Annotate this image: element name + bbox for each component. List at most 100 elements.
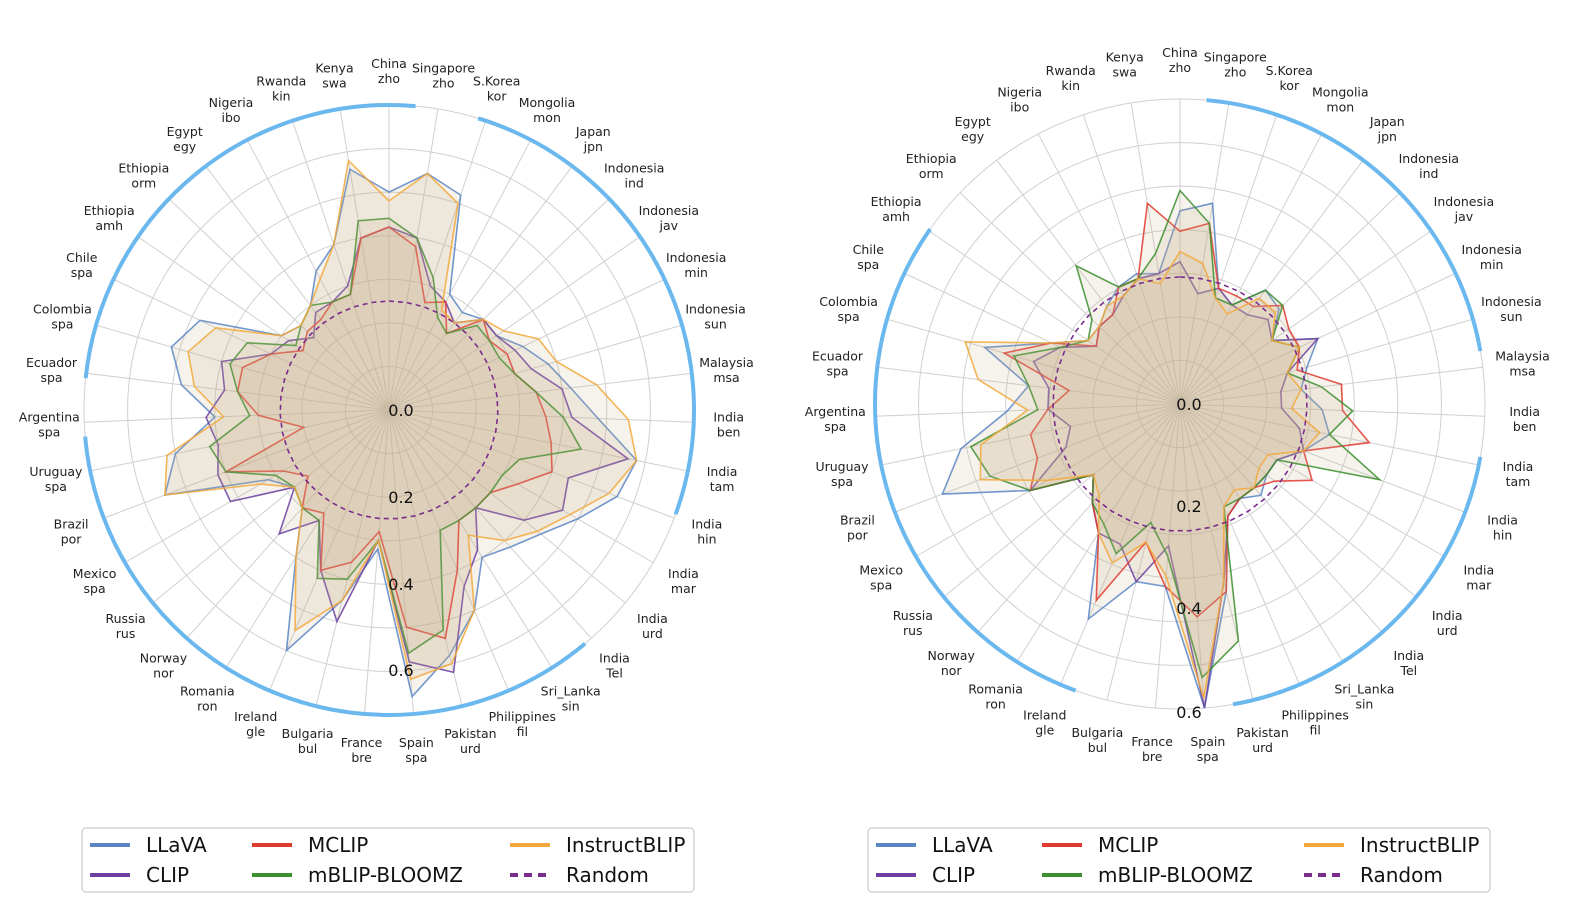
category-label: Argentina spa: [805, 404, 866, 434]
grid-spoke: [388, 409, 553, 669]
category-label: China zho: [1162, 45, 1198, 75]
category-label: Mexico spa: [73, 566, 117, 596]
grid-spoke: [268, 409, 390, 691]
category-label: Ireland gle: [1023, 707, 1066, 737]
category-label: India mar: [668, 566, 699, 596]
category-label: Nigeria ibo: [997, 85, 1042, 115]
grid-spoke: [168, 198, 390, 411]
category-label: Spain spa: [1190, 734, 1225, 764]
series-instructblip: [164, 158, 638, 681]
grid-spoke: [1082, 114, 1181, 405]
grid-spoke: [1179, 403, 1206, 709]
legend-label: Random: [1360, 863, 1443, 887]
legend-label: MCLIP: [1098, 833, 1158, 857]
grid-spoke: [315, 409, 390, 707]
category-label: Singapore zho: [412, 60, 475, 90]
legend-label: InstructBLIP: [566, 833, 685, 857]
category-label: India urd: [637, 611, 668, 641]
grid-spoke: [186, 409, 390, 639]
grid-spoke: [1179, 403, 1485, 417]
category-label: Ethiopia orm: [118, 161, 169, 191]
grid-ring: [1092, 316, 1268, 492]
region-arc: [1206, 98, 1483, 352]
series-random: [1052, 276, 1308, 532]
r-tick-label: 0.4: [1176, 599, 1201, 618]
grid-spoke: [103, 409, 390, 519]
category-label: Rwanda kin: [256, 74, 306, 104]
grid-ring: [301, 322, 477, 498]
legend-label: LLaVA: [932, 833, 993, 857]
series-random: [279, 300, 499, 520]
category-label: Mexico spa: [859, 563, 903, 593]
grid-spoke: [339, 108, 390, 411]
grid-spoke: [388, 409, 688, 472]
category-label: Ethiopia amh: [871, 194, 922, 224]
category-label: Indonesia jav: [1434, 194, 1494, 224]
grid-spoke: [388, 409, 626, 604]
grid-ring: [344, 365, 434, 455]
legend-left: LLaVA CLIP MCLIP mBLIP-BLOOMZ InstructBLIP Ra…: [81, 827, 695, 893]
category-label: Egypt egy: [167, 124, 203, 154]
r-tick-label: 0.6: [388, 661, 413, 680]
category-label: Japan jpn: [1369, 114, 1405, 144]
category-label: India mar: [1463, 563, 1494, 593]
grid-spoke: [363, 409, 390, 715]
grid-spoke: [1179, 159, 1364, 405]
category-label: China zho: [371, 56, 407, 86]
legend-label: Random: [566, 863, 649, 887]
grid-spoke: [388, 409, 415, 715]
grid-spoke: [84, 409, 390, 423]
grid-spoke: [1179, 403, 1301, 685]
r-tick-label: 0.6: [1176, 703, 1201, 722]
category-label: Uruguay spa: [29, 464, 83, 494]
category-label: Mongolia mon: [1312, 85, 1369, 115]
category-label: Indonesia ind: [604, 161, 664, 191]
category-label: Russia rus: [893, 608, 933, 638]
category-label: Ecuador spa: [26, 355, 78, 385]
category-label: Philippines fil: [1282, 707, 1349, 737]
category-label: India tam: [707, 464, 738, 494]
category-label: Ethiopia amh: [84, 203, 135, 233]
r-tick-label: 0.4: [388, 575, 413, 594]
category-label: Kenya swa: [1106, 50, 1144, 80]
region-arc: [1232, 456, 1483, 707]
category-label: Argentina spa: [19, 410, 80, 440]
category-label: Japan jpn: [575, 124, 611, 154]
category-label: Indonesia min: [1461, 242, 1521, 272]
category-label: Bulgaria bul: [1071, 725, 1123, 755]
grid-spoke: [388, 324, 683, 411]
grid-spoke: [996, 159, 1181, 405]
grid-spoke: [124, 409, 390, 563]
category-label: Ireland gle: [234, 709, 277, 739]
category-label: Chile spa: [853, 242, 885, 272]
category-label: Mongolia mon: [519, 95, 576, 125]
category-label: Indonesia sun: [1481, 294, 1541, 324]
r-tick-label: 0.0: [388, 401, 413, 420]
grid-spoke: [388, 409, 592, 639]
category-label: Romania ron: [180, 683, 235, 713]
category-label: Norway nor: [927, 648, 975, 678]
category-label: Brazil por: [54, 517, 89, 547]
category-label: Egypt egy: [955, 114, 991, 144]
grid-spoke: [928, 230, 1181, 405]
grid-spoke: [291, 120, 390, 411]
legend-label: mBLIP-BLOOMZ: [308, 863, 463, 887]
category-label: India hin: [1487, 512, 1518, 542]
legend-label: InstructBLIP: [1360, 833, 1479, 857]
category-label: Kenya swa: [315, 60, 353, 90]
region-arc: [477, 116, 696, 515]
grid-ring: [918, 142, 1442, 666]
category-label: S.Korea kor: [1266, 63, 1313, 93]
series-llava: [163, 167, 638, 699]
category-label: Romania ron: [968, 682, 1023, 712]
category-label: India Tel: [599, 651, 630, 681]
grid-spoke: [152, 409, 390, 604]
grid-spoke: [943, 403, 1181, 598]
grid-spoke: [904, 272, 1181, 405]
category-label: Chile spa: [66, 250, 98, 280]
category-label: Singapore zho: [1204, 50, 1267, 80]
grid-spoke: [1179, 403, 1466, 513]
category-label: Indonesia sun: [685, 301, 745, 331]
